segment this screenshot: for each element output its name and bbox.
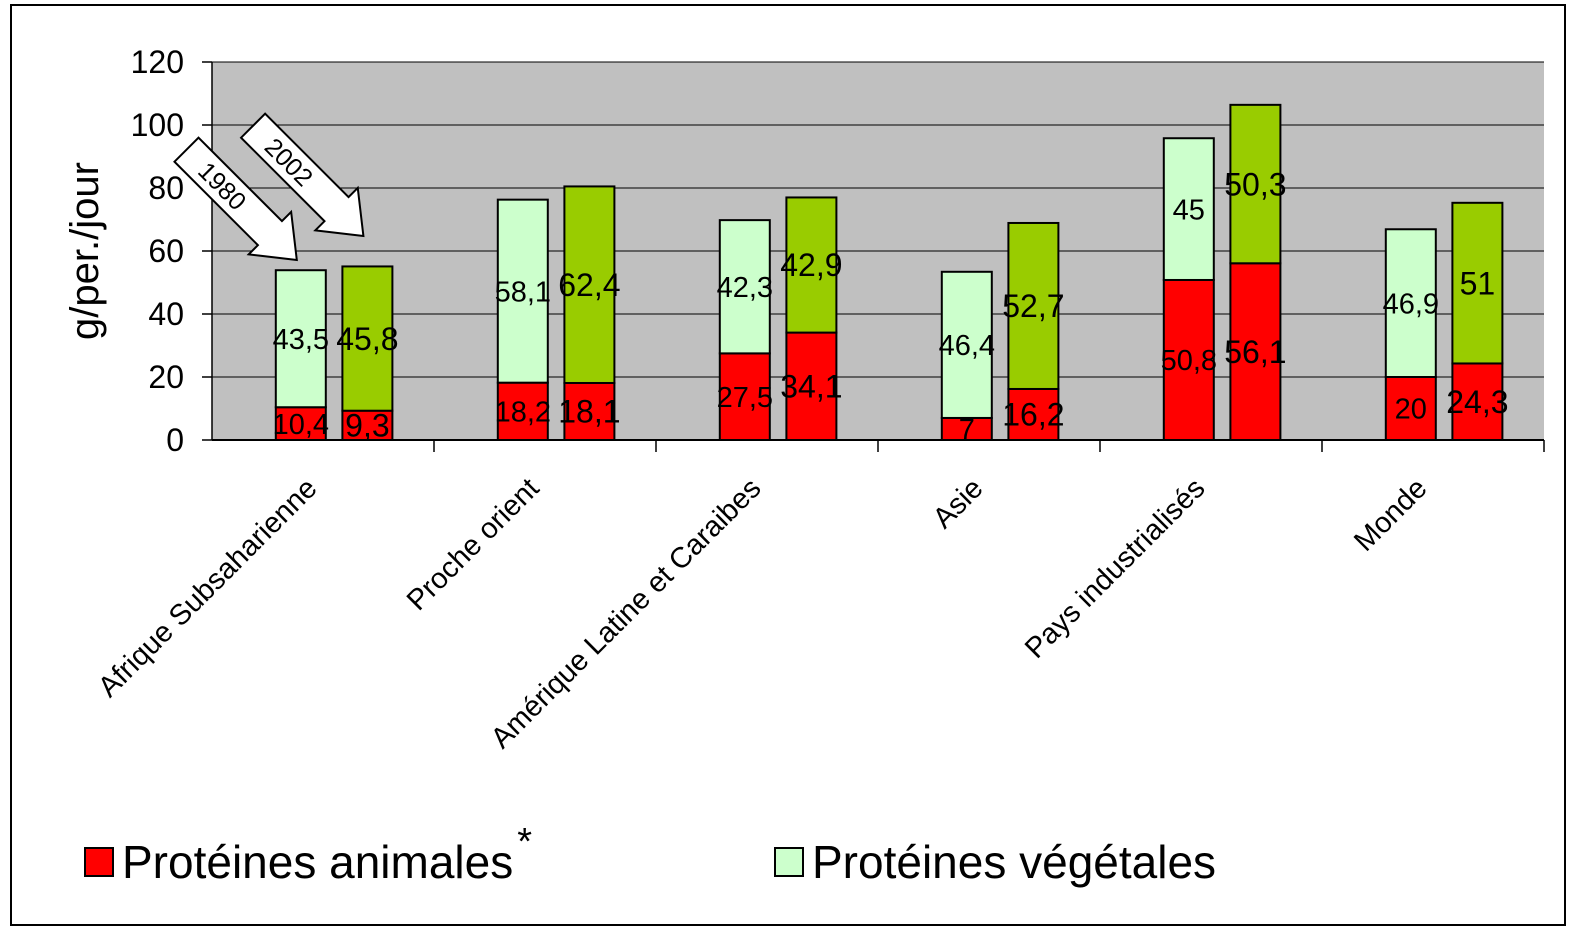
- data-label-vegetal-2002: 42,9: [780, 247, 842, 283]
- y-tick-label: 60: [148, 233, 184, 269]
- data-label-animal-2002: 18,1: [558, 394, 620, 430]
- bar-animal-1980: [274, 406, 327, 441]
- bar-animal-1980: [1162, 278, 1215, 442]
- bar-animal-2002: [1007, 387, 1060, 441]
- bar-animal-1980: [1384, 376, 1437, 441]
- data-label-vegetal-1980: 58,1: [495, 276, 551, 308]
- legend-item-vegetal: Protéines végétales: [774, 832, 1216, 892]
- legend-label-animal: Protéines animales: [122, 836, 514, 888]
- legend-swatch-animal: [84, 847, 114, 877]
- bar-vegetal-2002: [785, 196, 838, 334]
- data-label-vegetal-1980: 46,4: [939, 330, 995, 362]
- bar-vegetal-1980: [496, 198, 549, 384]
- data-label-animal-2002: 34,1: [780, 368, 842, 404]
- data-label-vegetal-1980: 42,3: [717, 272, 773, 304]
- x-category-label: Asie: [927, 472, 990, 535]
- bar-vegetal-1980: [1384, 228, 1437, 378]
- legend-asterisk: *: [517, 820, 532, 863]
- x-category-label: Amérique Latine et Caraibes: [485, 472, 768, 755]
- bar-vegetal-2002: [563, 185, 616, 384]
- bar-vegetal-2002: [1007, 221, 1060, 390]
- legend-swatch-vegetal: [774, 847, 804, 877]
- plot-area: 0 20 40 60 80 100 120 g/per./jour 10,4 43,5 9,3 45,…: [63, 44, 1545, 755]
- bar-animal-2002: [1451, 362, 1504, 441]
- legend-item-animal: Protéines animales *: [84, 821, 532, 892]
- bar-vegetal-2002: [1229, 103, 1282, 265]
- bar-vegetal-2002: [1451, 201, 1504, 365]
- annotation-arrow-1980-shape: [173, 136, 298, 262]
- data-label-vegetal-2002: 45,8: [336, 321, 398, 357]
- data-label-animal-2002: 56,1: [1224, 334, 1286, 370]
- bar-vegetal-1980: [1162, 137, 1215, 281]
- y-tick-label: 120: [131, 44, 184, 80]
- y-tick-label: 0: [166, 422, 184, 458]
- y-tick-label: 80: [148, 170, 184, 206]
- data-label-vegetal-1980: 43,5: [273, 324, 329, 356]
- x-category-label: Pays industrialisés: [1019, 472, 1211, 664]
- bar-vegetal-1980: [940, 270, 993, 419]
- data-label-vegetal-1980: 45: [1173, 194, 1205, 226]
- data-label-animal-1980: 20: [1395, 394, 1427, 426]
- data-label-vegetal-2002: 62,4: [558, 267, 620, 303]
- data-label-vegetal-2002: 52,7: [1002, 288, 1064, 324]
- data-label-animal-1980: 10,4: [273, 409, 329, 441]
- data-label-vegetal-2002: 50,3: [1224, 166, 1286, 202]
- x-category-label: Proche orient: [401, 472, 546, 617]
- y-tick-label: 40: [148, 296, 184, 332]
- data-label-animal-2002: 9,3: [345, 408, 389, 444]
- bar-vegetal-1980: [718, 219, 771, 355]
- y-tick-label: 20: [148, 359, 184, 395]
- data-label-vegetal-2002: 51: [1460, 265, 1496, 301]
- data-label-vegetal-1980: 46,9: [1383, 288, 1439, 320]
- bar-animal-2002: [785, 331, 838, 441]
- y-axis-label: g/per./jour: [63, 162, 107, 340]
- x-category-label: Monde: [1348, 472, 1433, 557]
- data-label-animal-2002: 16,2: [1002, 397, 1064, 433]
- bar-vegetal-1980: [274, 269, 327, 409]
- data-label-animal-1980: 27,5: [717, 382, 773, 414]
- data-label-animal-1980: 18,2: [495, 396, 551, 428]
- x-category-label: Afrique Subsaharienne: [92, 472, 323, 703]
- data-label-animal-1980: 7: [959, 414, 975, 446]
- bar-vegetal-2002: [341, 265, 394, 412]
- annotation-arrow-2002-shape: [239, 112, 365, 238]
- bar-animal-1980: [718, 352, 771, 441]
- data-label-animal-2002: 24,3: [1446, 384, 1508, 420]
- data-label-animal-1980: 50,8: [1161, 345, 1217, 377]
- y-tick-label: 100: [131, 107, 184, 143]
- legend-label-vegetal: Protéines végétales: [812, 836, 1217, 888]
